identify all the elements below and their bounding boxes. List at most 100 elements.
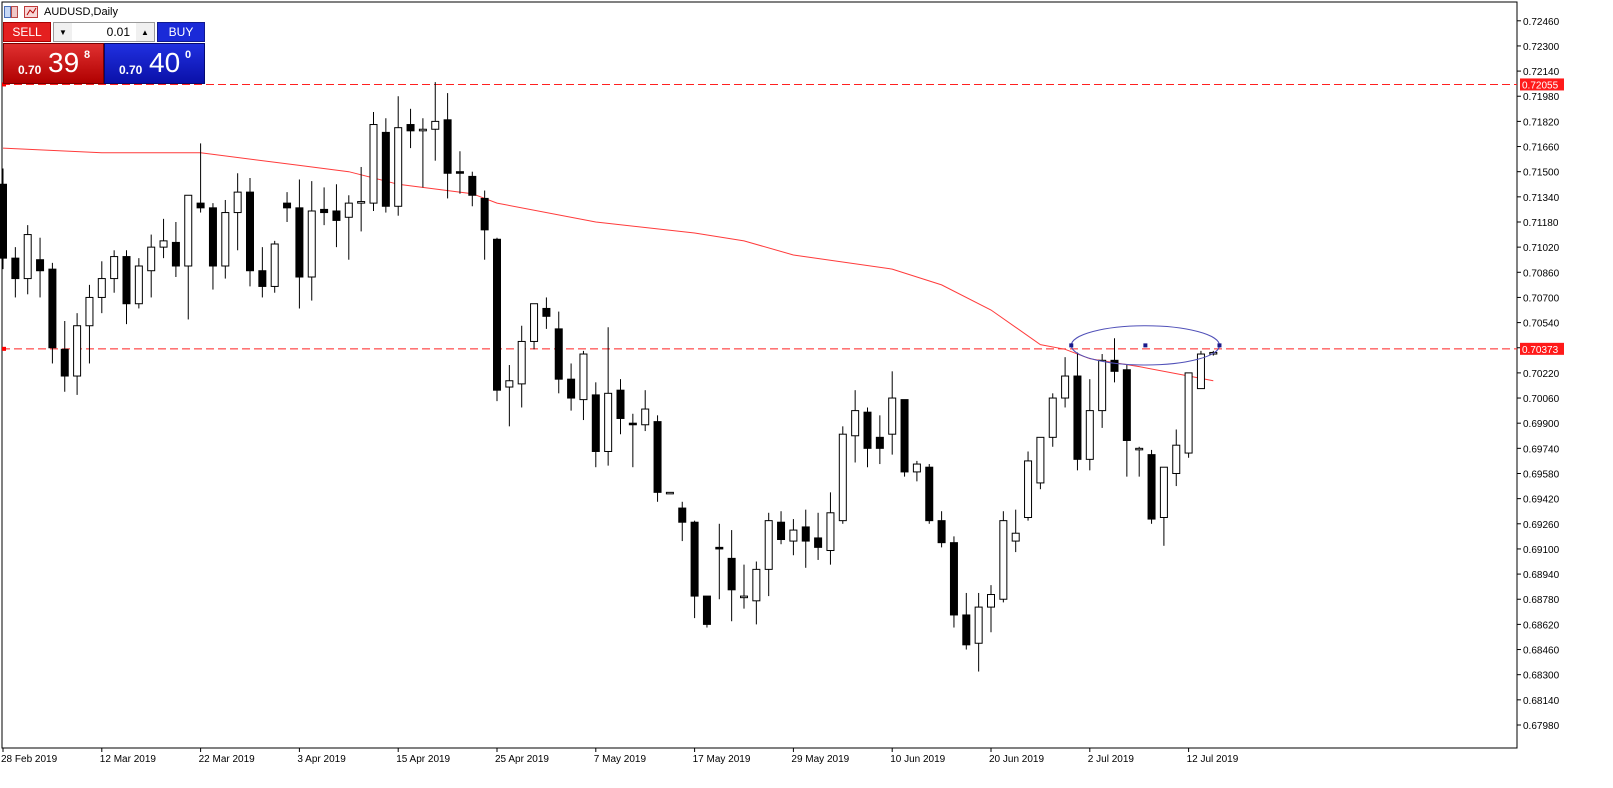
candle-body — [1085, 410, 1094, 460]
candle-body — [999, 520, 1008, 600]
y-tick-label: 0.68940 — [1523, 570, 1560, 581]
candle — [1073, 352, 1082, 471]
candle — [974, 592, 983, 672]
candle-body — [283, 202, 292, 209]
candle-body — [727, 557, 736, 591]
candle — [715, 523, 724, 600]
candle-body — [0, 183, 7, 259]
candle — [73, 313, 82, 395]
candle — [159, 218, 168, 259]
price-tag-bg — [1520, 342, 1564, 355]
candle-body — [628, 422, 637, 426]
candle — [962, 592, 971, 650]
candle-body — [196, 202, 205, 209]
candle-body — [838, 433, 847, 522]
candle-body — [653, 421, 662, 493]
candle-body — [604, 392, 613, 452]
candle — [912, 460, 921, 482]
candle — [900, 399, 909, 477]
candle — [332, 184, 341, 248]
candle-body — [381, 131, 390, 207]
candle-body — [97, 278, 106, 298]
sell-price-fraction: 8 — [84, 49, 91, 61]
candle-body — [1036, 436, 1045, 484]
lot-size-value[interactable]: 0.01 — [106, 25, 130, 39]
candle — [517, 325, 526, 408]
candle-body — [925, 466, 934, 522]
buy-price-quote[interactable]: 0.70 40 0 — [104, 43, 205, 84]
y-tick-label: 0.69900 — [1523, 419, 1560, 430]
candle-body — [789, 529, 798, 542]
candle — [1135, 446, 1144, 477]
candle-body — [1098, 359, 1107, 412]
lot-increase-icon[interactable]: ▲ — [136, 23, 154, 41]
candle-body — [554, 328, 563, 380]
candle-body — [1147, 454, 1156, 520]
candle — [999, 511, 1008, 603]
candle — [369, 111, 378, 211]
y-tick-label: 0.69260 — [1523, 520, 1560, 531]
sell-button[interactable]: SELL — [3, 22, 51, 42]
candle — [505, 365, 514, 427]
candle — [690, 520, 699, 619]
candle — [60, 321, 69, 392]
candle — [653, 415, 662, 502]
level-anchor-marker — [2, 82, 6, 87]
y-tick-label: 0.72460 — [1523, 17, 1560, 28]
candle-body — [937, 520, 946, 544]
candle — [987, 585, 995, 633]
y-tick-label: 0.71820 — [1523, 117, 1560, 128]
chart-symbol-title: AUDUSD,Daily — [44, 6, 118, 18]
candle — [394, 96, 403, 216]
candle-body — [369, 124, 378, 204]
candle — [1098, 354, 1107, 428]
candle — [23, 225, 32, 295]
candle — [949, 536, 958, 628]
buy-button[interactable]: BUY — [157, 22, 205, 42]
x-tick-label: 29 May 2019 — [791, 754, 849, 765]
candle — [641, 390, 650, 432]
candle-body — [888, 397, 897, 435]
y-tick-label: 0.71180 — [1523, 218, 1559, 229]
candle-body — [85, 296, 94, 327]
candle-body — [1061, 375, 1070, 399]
candle-body — [987, 594, 995, 608]
candle-body — [246, 191, 254, 272]
y-tick-label: 0.70860 — [1523, 268, 1560, 279]
candle — [246, 177, 254, 287]
candle — [344, 195, 353, 260]
candle — [283, 192, 292, 222]
x-tick-label: 25 Apr 2019 — [495, 754, 549, 765]
y-tick-label: 0.70220 — [1523, 369, 1560, 380]
candle-body — [208, 207, 217, 267]
x-tick-label: 22 Mar 2019 — [199, 754, 256, 765]
candle-body — [134, 265, 143, 305]
x-tick-label: 12 Mar 2019 — [100, 754, 157, 765]
candle-body — [616, 389, 625, 419]
candle — [1147, 449, 1156, 524]
candle — [530, 303, 539, 350]
candle-body — [36, 259, 45, 272]
ellipse-handle — [1217, 343, 1222, 348]
x-tick-label: 3 Apr 2019 — [297, 754, 346, 765]
sell-price-quote[interactable]: 0.70 39 8 — [3, 43, 104, 84]
ellipse-handle — [1143, 343, 1148, 348]
candle — [801, 509, 810, 568]
y-tick-label: 0.70700 — [1523, 293, 1560, 304]
lot-decrease-icon[interactable]: ▼ — [54, 23, 72, 41]
candle-body — [814, 537, 823, 548]
candle-body — [567, 378, 576, 399]
candle-body — [60, 348, 69, 377]
candle-body — [764, 520, 773, 570]
candle — [357, 166, 366, 232]
lot-size-field[interactable]: ▼ 0.01 ▲ — [53, 22, 155, 42]
candle-body — [73, 325, 82, 377]
candle — [122, 250, 131, 325]
candle-body — [752, 568, 761, 602]
candle-body — [1024, 460, 1033, 519]
y-tick-label: 0.69420 — [1523, 495, 1560, 506]
candle-body — [122, 256, 131, 305]
candle-body — [394, 127, 403, 207]
candle-body — [1159, 466, 1168, 519]
